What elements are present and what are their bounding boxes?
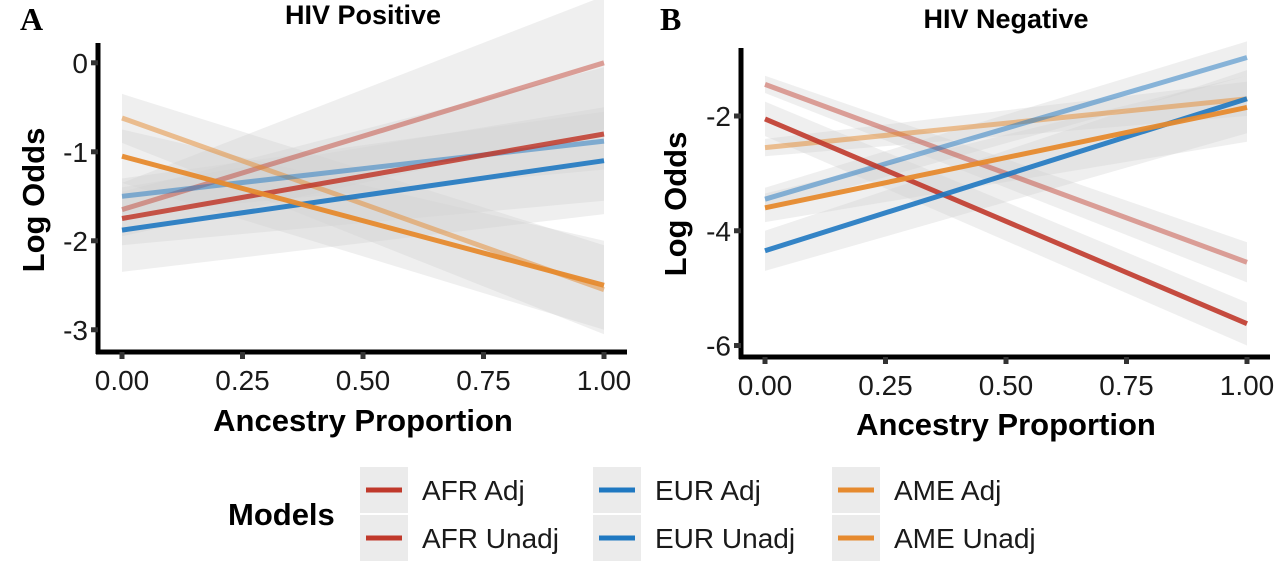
x-tick-label: 1.00 bbox=[577, 365, 632, 396]
ci-ribbon-eur-adj bbox=[122, 107, 604, 272]
legend-item-ame-unadj: AME Unadj bbox=[832, 515, 1036, 561]
panel-b-axes: 0.00 0.25 0.50 0.75 1.00 -6 -4 -2 bbox=[706, 48, 1274, 401]
panel-a: A HIV Positive Log Odds Ancestry Proport… bbox=[16, 0, 631, 438]
panel-a-ci-ribbons bbox=[122, 0, 604, 335]
legend-item-eur-adj: EUR Adj bbox=[593, 467, 761, 513]
legend-label: AFR Unadj bbox=[422, 523, 559, 554]
panel-b: B HIV Negative Log Odds Ancestry Proport… bbox=[658, 1, 1274, 442]
y-tick-label: 0 bbox=[72, 48, 88, 79]
panel-letter-a: A bbox=[20, 1, 43, 37]
panel-a-x-axis-title: Ancestry Proportion bbox=[213, 403, 513, 438]
legend-item-eur-unadj: EUR Unadj bbox=[593, 515, 795, 561]
legend-item-afr-adj: AFR Adj bbox=[360, 467, 525, 513]
panel-a-y-axis-title: Log Odds bbox=[16, 128, 51, 273]
ci-ribbon-afr-unadj bbox=[765, 75, 1247, 283]
panel-b-title: HIV Negative bbox=[923, 4, 1088, 34]
legend-items: AFR Adj AFR Unadj EUR Adj EUR Unadj AME Adj A… bbox=[360, 467, 1036, 561]
legend-label: EUR Adj bbox=[655, 475, 761, 506]
legend-label: AFR Adj bbox=[422, 475, 525, 506]
x-tick-label: 0.75 bbox=[456, 365, 511, 396]
series-line-afr-adj bbox=[764, 116, 1248, 327]
legend-item-afr-unadj: AFR Unadj bbox=[360, 515, 559, 561]
y-tick-label: -4 bbox=[706, 216, 731, 247]
legend-title: Models bbox=[228, 497, 335, 532]
y-tick-label: -2 bbox=[63, 226, 88, 257]
x-tick-label: 1.00 bbox=[1220, 370, 1275, 401]
y-tick-label: -1 bbox=[63, 137, 88, 168]
ci-ribbon-afr-unadj bbox=[122, 0, 604, 237]
panel-a-series-lines bbox=[121, 60, 605, 293]
ci-ribbon-afr-adj bbox=[122, 67, 604, 246]
series-line-eur-unadj bbox=[764, 55, 1248, 202]
y-tick-label: -3 bbox=[63, 315, 88, 346]
panel-a-axes: 0.00 0.25 0.50 0.75 1.00 -3 -2 -1 0 bbox=[63, 43, 631, 396]
panel-b-y-axis-title: Log Odds bbox=[658, 132, 693, 277]
x-tick-label: 0.00 bbox=[95, 365, 150, 396]
y-tick-label: -6 bbox=[706, 331, 731, 362]
panel-letter-b: B bbox=[660, 1, 681, 37]
ci-ribbon-ame-unadj bbox=[122, 93, 604, 335]
panel-a-title: HIV Positive bbox=[285, 0, 441, 30]
series-line-eur-adj bbox=[121, 158, 605, 233]
x-tick-label: 0.25 bbox=[858, 370, 913, 401]
x-tick-label: 0.25 bbox=[215, 365, 270, 396]
series-line-ame-unadj bbox=[764, 96, 1248, 151]
x-tick-label: 0.50 bbox=[336, 365, 391, 396]
x-tick-label: 0.00 bbox=[738, 370, 793, 401]
legend-item-ame-adj: AME Adj bbox=[832, 467, 1001, 513]
x-tick-label: 0.75 bbox=[1099, 370, 1154, 401]
series-line-ame-adj bbox=[121, 153, 605, 288]
y-tick-label: -2 bbox=[706, 101, 731, 132]
panel-b-x-axis-title: Ancestry Proportion bbox=[856, 407, 1156, 442]
panel-b-series-lines bbox=[764, 55, 1248, 327]
series-line-afr-adj bbox=[121, 131, 605, 221]
legend-label: AME Unadj bbox=[894, 523, 1036, 554]
series-line-ame-adj bbox=[764, 104, 1248, 211]
legend-label: EUR Unadj bbox=[655, 523, 795, 554]
x-tick-label: 0.50 bbox=[979, 370, 1034, 401]
ci-ribbon-eur-adj bbox=[765, 70, 1247, 271]
ci-ribbon-ame-adj bbox=[122, 129, 604, 330]
legend-label: AME Adj bbox=[894, 475, 1001, 506]
series-line-ame-unadj bbox=[121, 115, 605, 293]
